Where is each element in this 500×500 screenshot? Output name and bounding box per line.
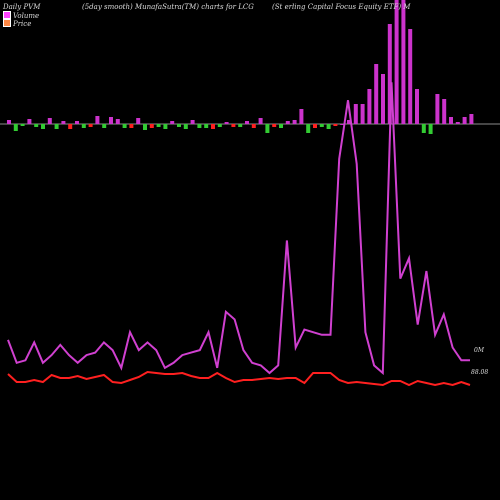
- header-right: (St erling Capital Focus Equity ETF) M: [272, 3, 411, 11]
- bar: [7, 120, 11, 124]
- bar: [129, 124, 134, 128]
- bar: [469, 114, 474, 124]
- price-right-label: 88.08: [471, 369, 489, 376]
- bar: [75, 121, 79, 124]
- bar: [231, 124, 236, 127]
- bar: [109, 117, 113, 124]
- bar: [333, 124, 338, 126]
- volume-line: [7, 82, 470, 376]
- bar: [204, 124, 209, 128]
- bar: [47, 118, 52, 124]
- bar: [245, 121, 249, 124]
- bar: [394, 0, 399, 124]
- price-line: [7, 370, 471, 387]
- legend-volume-swatch: [3, 11, 11, 19]
- bar: [190, 120, 195, 124]
- bar: [347, 120, 351, 124]
- bar: [170, 121, 175, 124]
- bar: [306, 124, 311, 133]
- bar: [238, 124, 243, 127]
- bar: [421, 124, 426, 133]
- bar: [401, 0, 406, 124]
- bar: [95, 116, 100, 124]
- bar: [374, 64, 379, 124]
- bar: [381, 74, 385, 124]
- bar: [279, 124, 283, 128]
- bar: [428, 124, 433, 134]
- bar: [177, 124, 181, 127]
- bar: [27, 119, 32, 124]
- bar: [81, 124, 86, 128]
- bar: [54, 124, 59, 129]
- bar: [211, 124, 215, 129]
- bar: [224, 122, 229, 124]
- bar: [102, 124, 107, 128]
- bar: [251, 124, 256, 128]
- bar: [435, 94, 440, 124]
- legend-price: Price: [3, 19, 31, 28]
- bar: [122, 124, 127, 128]
- bar: [299, 109, 304, 124]
- bar: [340, 124, 345, 125]
- bar: [217, 124, 222, 127]
- bar: [319, 124, 324, 127]
- bar: [360, 104, 365, 124]
- header-left: Daily PVM: [3, 3, 41, 11]
- bar: [415, 89, 419, 124]
- bar: [265, 124, 270, 133]
- legend-price-swatch: [3, 19, 11, 27]
- legend-volume-label: Volume: [13, 12, 40, 20]
- header-middle: (5day smooth) MunafaSutra(TM) charts for…: [82, 3, 254, 11]
- bar: [387, 24, 392, 124]
- bar: [115, 119, 120, 124]
- bar: [68, 124, 73, 129]
- bar: [88, 124, 93, 127]
- bar: [20, 124, 25, 126]
- bar: [442, 99, 447, 124]
- bar: [13, 124, 18, 131]
- bar: [41, 124, 45, 129]
- bar: [183, 124, 188, 129]
- bar: [163, 124, 168, 129]
- bar: [292, 120, 297, 124]
- legend-price-label: Price: [13, 20, 32, 28]
- bar: [149, 124, 154, 128]
- bar: [34, 124, 39, 127]
- bar: [367, 89, 372, 124]
- bar: [143, 124, 147, 130]
- bar: [313, 124, 317, 128]
- bar: [156, 124, 161, 127]
- bar: [61, 121, 66, 124]
- bar: [285, 121, 290, 124]
- bars-group: [7, 0, 474, 134]
- bar: [408, 29, 413, 124]
- bar: [462, 117, 467, 124]
- volume-right-label: 0M: [474, 347, 484, 354]
- bar: [258, 118, 263, 124]
- bar: [197, 124, 202, 128]
- legend-volume: Volume: [3, 11, 39, 20]
- bar: [455, 122, 460, 124]
- bar: [136, 118, 141, 124]
- bar: [353, 104, 358, 124]
- bar: [272, 124, 277, 127]
- bar: [449, 117, 453, 124]
- bar: [326, 124, 331, 129]
